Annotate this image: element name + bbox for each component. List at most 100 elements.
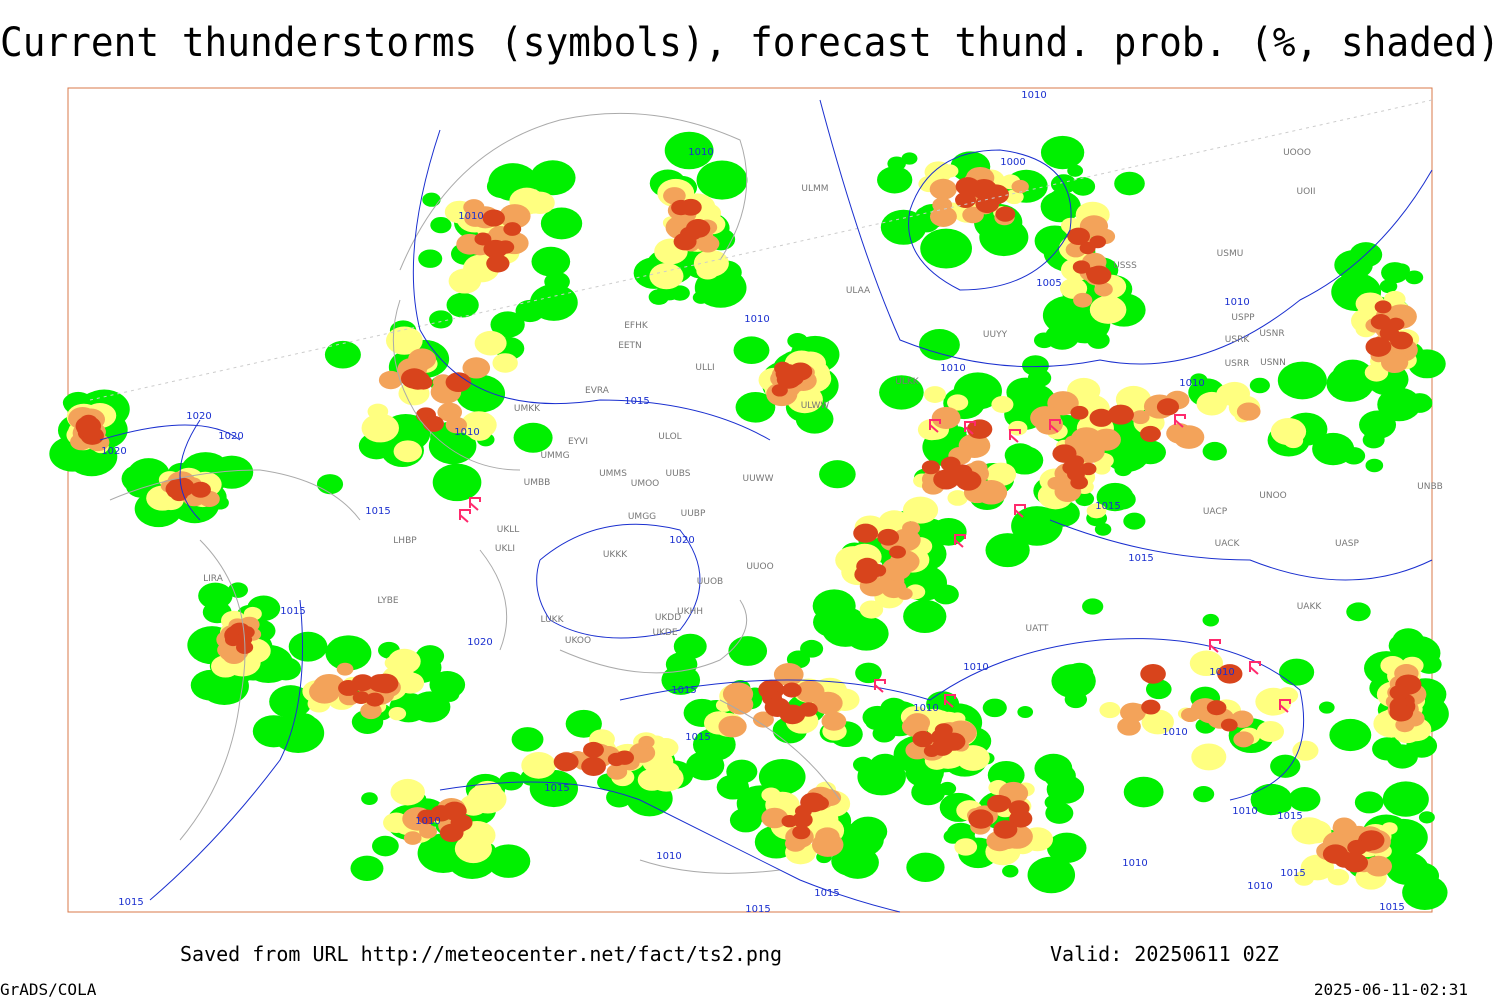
station-label: EFHK (624, 321, 649, 331)
storm-shading (901, 152, 918, 165)
storm-shading (289, 713, 318, 735)
isobar-label: 1015 (745, 904, 770, 915)
station-label: UNBB (1417, 482, 1443, 492)
station-label: UASP (1335, 539, 1359, 549)
storm-shading (1294, 870, 1314, 886)
isobar-label: 1015 (1379, 902, 1404, 913)
storm-shading (1070, 475, 1089, 490)
storm-shading (1027, 856, 1076, 894)
isobar-label: 1005 (1036, 278, 1061, 289)
storm-shading (1142, 668, 1163, 683)
storm-shading (385, 326, 423, 355)
storm-shading (1347, 839, 1368, 856)
station-label: UKDD (655, 613, 681, 623)
storm-shading (450, 814, 473, 832)
storm-shading (1109, 405, 1134, 425)
storm-shading (288, 631, 328, 662)
storm-shading (170, 487, 189, 502)
isobar-label: 1000 (1000, 157, 1025, 168)
storm-shading (1120, 702, 1146, 723)
storm-shading (987, 794, 1010, 813)
storm-shading (728, 636, 768, 666)
storm-shading (969, 460, 988, 475)
station-label: UUWW (743, 474, 774, 484)
storm-shading (429, 310, 453, 329)
storm-shading (1301, 820, 1332, 844)
storm-shading (583, 741, 604, 758)
timestamp-text: 2025-06-11-02:31 (1314, 980, 1468, 999)
storm-shading (1191, 743, 1227, 771)
storm-shading (1389, 704, 1412, 722)
storm-shading (820, 812, 839, 826)
storm-shading (940, 456, 961, 472)
storm-shading (1089, 235, 1107, 249)
storm-shading (499, 771, 524, 791)
storm-shading (1270, 418, 1307, 446)
storm-shading (696, 160, 748, 200)
storm-shading (360, 702, 382, 720)
storm-shading (1067, 227, 1090, 246)
storm-shading (1318, 701, 1335, 714)
storm-shading (338, 680, 359, 696)
thunderstorm-symbol (929, 419, 941, 433)
isobar-label: 1010 (458, 211, 483, 222)
storm-shading (1233, 731, 1254, 748)
storm-shading (1379, 325, 1400, 341)
storm-shading (1011, 179, 1029, 194)
storm-shading (1354, 791, 1384, 814)
station-label: LYBE (377, 596, 398, 606)
isobar-label: 1010 (1021, 90, 1046, 101)
storm-shading (1017, 705, 1034, 719)
storm-shading (1002, 864, 1019, 878)
isobar-label: 1010 (1162, 727, 1187, 738)
storm-shading (877, 166, 913, 194)
storm-shading (1141, 709, 1174, 735)
station-label: USMU (1217, 249, 1244, 259)
storm-shading (752, 711, 774, 728)
storm-shading (581, 756, 606, 777)
storm-shading (474, 330, 507, 356)
storm-shading (696, 234, 720, 253)
storm-shading (811, 832, 844, 857)
station-label: UMBB (524, 478, 551, 488)
isobar-label: 1020 (669, 535, 694, 546)
storm-shading (1006, 377, 1045, 407)
storm-shading (735, 392, 776, 423)
storm-shading (764, 697, 791, 717)
storm-shading (941, 732, 966, 751)
storm-shading (553, 752, 579, 772)
storm-shading (1403, 862, 1440, 890)
storm-shading (540, 207, 583, 240)
isobar-label: 1015 (1095, 501, 1120, 512)
storm-shading (1277, 361, 1327, 400)
storm-shading (718, 715, 747, 738)
storm-shading (774, 361, 792, 375)
station-label: LUKK (541, 615, 565, 625)
thunderstorm-symbol (1249, 661, 1261, 675)
isobar-label: 1015 (624, 396, 649, 407)
station-label: UKLI (495, 544, 515, 554)
station-label: UUYY (983, 330, 1008, 340)
station-label: UUBS (666, 469, 691, 479)
storm-shading (490, 311, 525, 338)
storm-shading (1067, 164, 1084, 177)
storm-shading (1062, 460, 1082, 475)
storm-shading (665, 652, 698, 677)
storm-shading (1333, 817, 1356, 835)
station-label: ULWW (801, 401, 830, 411)
storm-shading (638, 735, 655, 749)
storm-shading (955, 191, 977, 208)
thunderstorm-symbol (1049, 419, 1061, 433)
storm-shading (1173, 425, 1205, 449)
storm-shading (1145, 679, 1172, 700)
storm-shading (76, 419, 100, 438)
title: Current thunderstorms (symbols), forecas… (0, 20, 1500, 66)
storm-shading (993, 820, 1018, 839)
station-label: UOOO (1283, 148, 1311, 158)
storm-shading (350, 855, 384, 881)
storm-shading (1123, 776, 1164, 808)
labels: 1010 1010 1000 1010 1005 1010 1010 1010 1010 1015… (101, 90, 1443, 915)
storm-shading (1086, 503, 1107, 519)
storm-shading (788, 362, 813, 381)
